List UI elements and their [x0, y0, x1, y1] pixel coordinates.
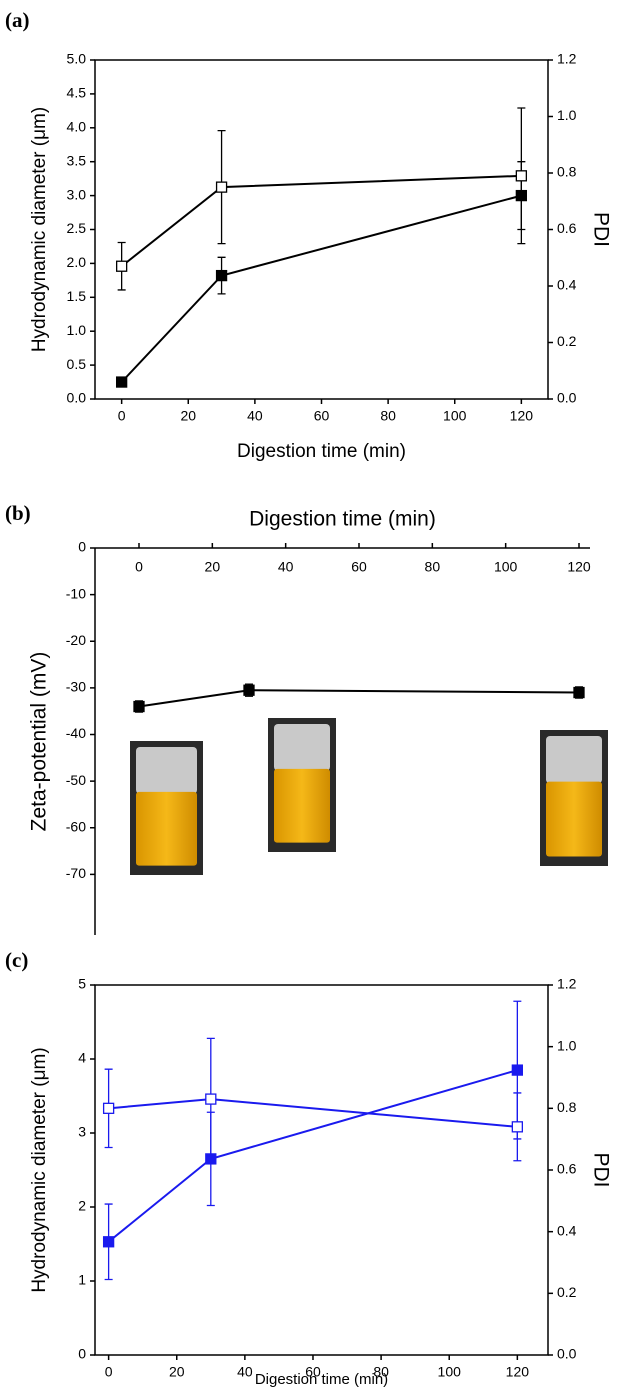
- vial-glass: [546, 736, 602, 784]
- y-tick-label: -70: [66, 865, 86, 881]
- y-tick-label: 4.5: [67, 85, 87, 101]
- y2-tick-label: 0.0: [557, 390, 577, 406]
- x-axis-title: Digestion time (min): [249, 508, 436, 531]
- x-tick-label: 0: [105, 1364, 113, 1380]
- x-tick-label: 100: [438, 1364, 462, 1380]
- y-tick-label: -60: [66, 818, 86, 834]
- marker: [511, 1064, 523, 1076]
- vial-liquid: [136, 791, 197, 866]
- marker: [205, 1093, 217, 1105]
- panel-label: (a): [5, 8, 30, 32]
- x-tick-label: 120: [567, 559, 591, 575]
- y-axis-title: Zeta-potential (mV): [28, 652, 51, 832]
- y-tick-label: 1.0: [67, 322, 87, 338]
- x-tick-label: 0: [118, 408, 126, 424]
- y-tick-label: 3.0: [67, 186, 87, 202]
- marker: [115, 260, 128, 272]
- y-tick-label: 4: [78, 1050, 86, 1066]
- vial-liquid: [546, 781, 602, 857]
- plot-frame: [94, 984, 549, 1356]
- y2-tick-label: 1.2: [557, 976, 577, 992]
- y-tick-label: 5: [78, 976, 86, 992]
- vial-liquid: [274, 768, 330, 843]
- y2-axis-title: PDI: [589, 1152, 612, 1187]
- x-tick-label: 80: [373, 1364, 389, 1380]
- x-tick-label: 80: [425, 559, 441, 575]
- marker: [102, 1236, 115, 1248]
- x-tick-label: 100: [443, 408, 467, 424]
- marker: [243, 684, 255, 696]
- y-tick-label: 0.5: [67, 356, 87, 372]
- x-tick-label: 40: [237, 1364, 253, 1380]
- y-tick-label: 2.5: [67, 220, 87, 236]
- series-line: [138, 689, 580, 708]
- y-tick-label: 0: [78, 1346, 86, 1362]
- y2-tick-label: 0.2: [557, 1284, 577, 1300]
- x-tick-label: 0: [135, 559, 143, 575]
- x-tick-label: 40: [278, 559, 294, 575]
- y-tick-label: -50: [66, 772, 86, 788]
- y-tick-label: 0: [78, 539, 86, 555]
- y2-axis-title: PDI: [589, 212, 612, 247]
- x-tick-label: 120: [510, 408, 534, 424]
- y-tick-label: -10: [66, 585, 86, 601]
- y2-tick-label: 0.8: [557, 164, 577, 180]
- series-line: [120, 194, 522, 383]
- y-tick-label: 2: [78, 1198, 86, 1214]
- x-axis-title: Digestion time (min): [255, 1371, 388, 1388]
- series-line: [108, 1098, 518, 1128]
- marker: [115, 376, 128, 388]
- y-tick-label: -20: [66, 632, 86, 648]
- marker: [215, 181, 228, 193]
- y2-tick-label: 0.6: [557, 1161, 577, 1177]
- y2-tick-label: 0.8: [557, 1099, 577, 1115]
- y-tick-label: 3: [78, 1124, 86, 1140]
- marker: [515, 170, 528, 182]
- vial-glass: [274, 724, 330, 771]
- y-tick-label: 2.0: [67, 254, 87, 270]
- y-tick-label: 1: [78, 1272, 86, 1288]
- y2-tick-label: 0.0: [557, 1346, 577, 1362]
- x-tick-label: 60: [351, 559, 367, 575]
- y-tick-label: -40: [66, 725, 86, 741]
- x-tick-label: 20: [180, 408, 196, 424]
- series-line: [121, 174, 522, 268]
- x-tick-label: 120: [506, 1364, 530, 1380]
- x-tick-label: 40: [247, 408, 263, 424]
- marker: [573, 686, 585, 699]
- y-tick-label: -30: [66, 679, 86, 695]
- panel-label: (b): [5, 501, 31, 525]
- y2-tick-label: 0.4: [557, 277, 577, 293]
- marker: [133, 700, 145, 713]
- marker: [511, 1121, 523, 1133]
- y2-tick-label: 0.6: [557, 220, 577, 236]
- y-tick-label: 4.0: [67, 119, 87, 135]
- y-tick-label: 1.5: [67, 288, 87, 304]
- x-tick-label: 60: [305, 1364, 321, 1380]
- vial-glass: [136, 747, 197, 794]
- marker: [102, 1102, 115, 1114]
- marker: [215, 269, 228, 282]
- x-tick-label: 60: [314, 408, 330, 424]
- y-tick-label: 3.5: [67, 152, 87, 168]
- y2-tick-label: 1.2: [557, 51, 577, 67]
- y2-tick-label: 0.4: [557, 1222, 577, 1238]
- plot-frame: [94, 59, 549, 400]
- x-tick-label: 20: [205, 559, 221, 575]
- y2-tick-label: 1.0: [557, 1037, 577, 1053]
- x-tick-label: 20: [169, 1364, 185, 1380]
- y-axis-title: Hydrodynamic diameter (μm): [29, 1047, 50, 1292]
- y-axis-title: Hydrodynamic diameter (μm): [29, 107, 50, 352]
- series-line: [107, 1069, 518, 1243]
- panel-label: (c): [5, 948, 28, 972]
- x-tick-label: 80: [380, 408, 396, 424]
- x-tick-label: 100: [494, 559, 518, 575]
- y-tick-label: 5.0: [67, 51, 87, 67]
- x-axis-title: Digestion time (min): [237, 441, 406, 462]
- y-tick-label: 0.0: [67, 390, 87, 406]
- y2-tick-label: 0.2: [557, 333, 577, 349]
- y2-tick-label: 1.0: [557, 107, 577, 123]
